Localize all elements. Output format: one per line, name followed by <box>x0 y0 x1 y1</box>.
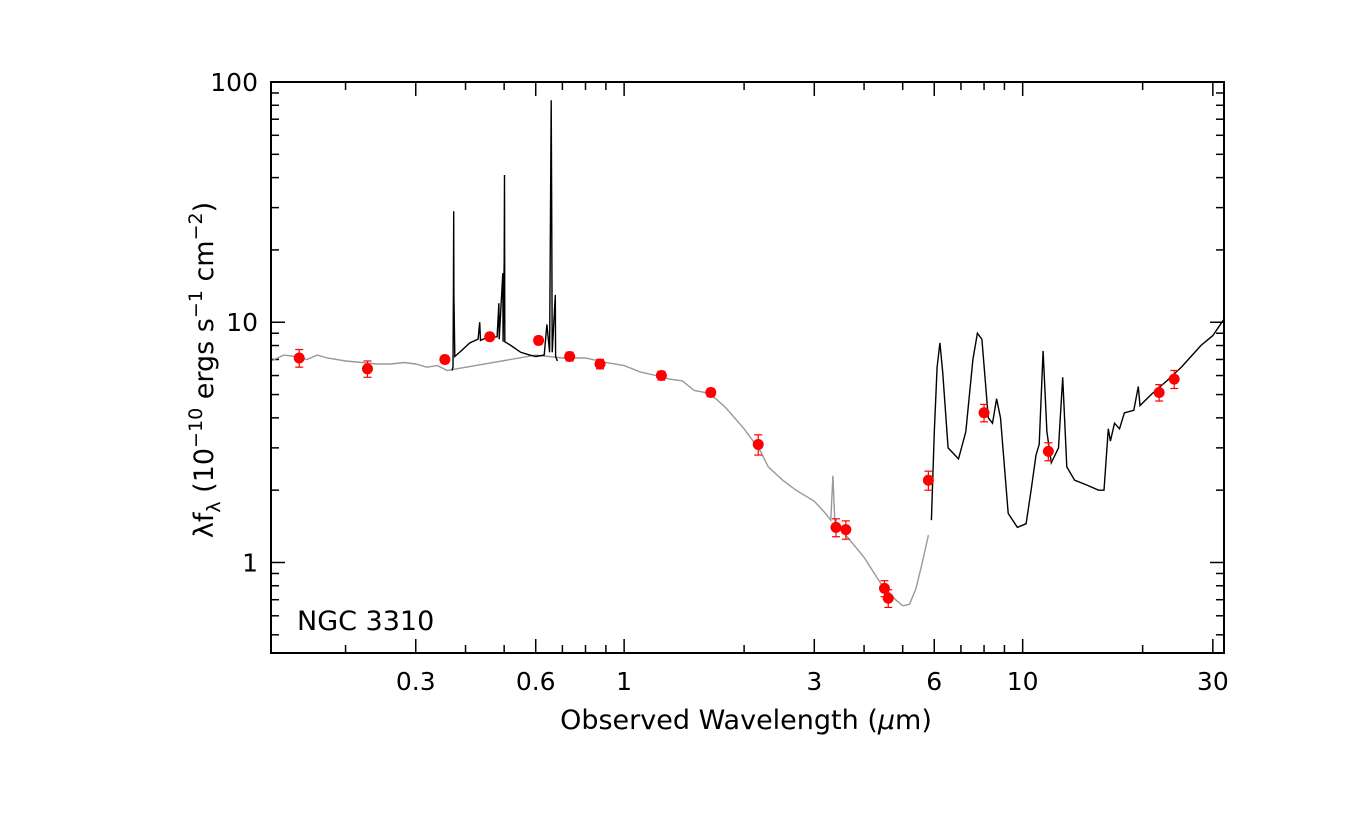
photometry-point <box>705 386 717 398</box>
y-axis-title-exp2: −1 <box>185 290 207 318</box>
x-tick-label: 0.3 <box>396 667 436 696</box>
y-axis-title-mid3: cm <box>189 240 220 290</box>
x-axis-title-mu: μ <box>877 705 895 736</box>
x-axis-title-text: Observed Wavelength ( <box>560 705 878 736</box>
x-tick-label: 30 <box>1197 667 1229 696</box>
photometry-points <box>293 331 1180 609</box>
photometry-point <box>293 352 305 364</box>
plot-frame <box>270 81 1225 654</box>
photometry-point <box>882 592 894 604</box>
x-tick-label: 10 <box>1007 667 1039 696</box>
photometry-point <box>840 524 852 536</box>
y-axis-title-mid2: ergs s <box>189 318 220 408</box>
photometry-point <box>1153 386 1165 398</box>
panel-label: NGC 3310 <box>297 606 434 637</box>
y-tick-label: 1 <box>242 548 258 577</box>
photometry-point <box>361 363 373 375</box>
photometry-point <box>922 474 934 486</box>
x-tick-label: 1 <box>616 667 632 696</box>
x-axis-title-unit: m) <box>895 705 932 736</box>
photometry-point <box>439 353 451 365</box>
x-tick-label: 3 <box>806 667 822 696</box>
photometry-point <box>484 331 496 343</box>
y-tick-label: 100 <box>210 68 258 97</box>
photometry-point <box>533 334 545 346</box>
photometry-point <box>878 582 890 594</box>
y-axis-title-exp3: −2 <box>185 212 207 240</box>
photometry-point <box>830 521 842 533</box>
y-axis-title-main: λf <box>189 511 220 538</box>
x-tick-label: 0.6 <box>516 667 556 696</box>
y-axis-title-end: ) <box>189 202 220 213</box>
photometry-point <box>752 438 764 450</box>
y-tick-label: 10 <box>226 308 258 337</box>
photometry-point <box>655 370 667 382</box>
y-axis-title-sub: λ <box>203 501 225 512</box>
optical-spectrum-line <box>451 100 559 371</box>
tick-labels: 0.3 0.6 1 3 6 10 30 1 10 100 <box>210 68 1228 696</box>
x-axis-title: Observed Wavelength (μm) <box>560 705 932 736</box>
y-axis-title: λfλ (10−10 ergs s−1 cm−2) <box>185 202 225 538</box>
x-tick-label: 6 <box>926 667 942 696</box>
y-axis-title-mid1: (10 <box>189 448 220 501</box>
axis-ticks <box>271 81 1224 653</box>
photometry-point <box>1042 445 1054 457</box>
photometry-point <box>594 358 606 370</box>
photometry-point <box>1168 373 1180 385</box>
chart-series <box>270 100 1225 607</box>
ir-spectrum-line <box>930 318 1225 529</box>
photometry-point <box>978 407 990 419</box>
photometry-point <box>564 351 576 363</box>
model-sed-line <box>270 354 930 607</box>
y-axis-title-exp1: −10 <box>185 408 207 448</box>
